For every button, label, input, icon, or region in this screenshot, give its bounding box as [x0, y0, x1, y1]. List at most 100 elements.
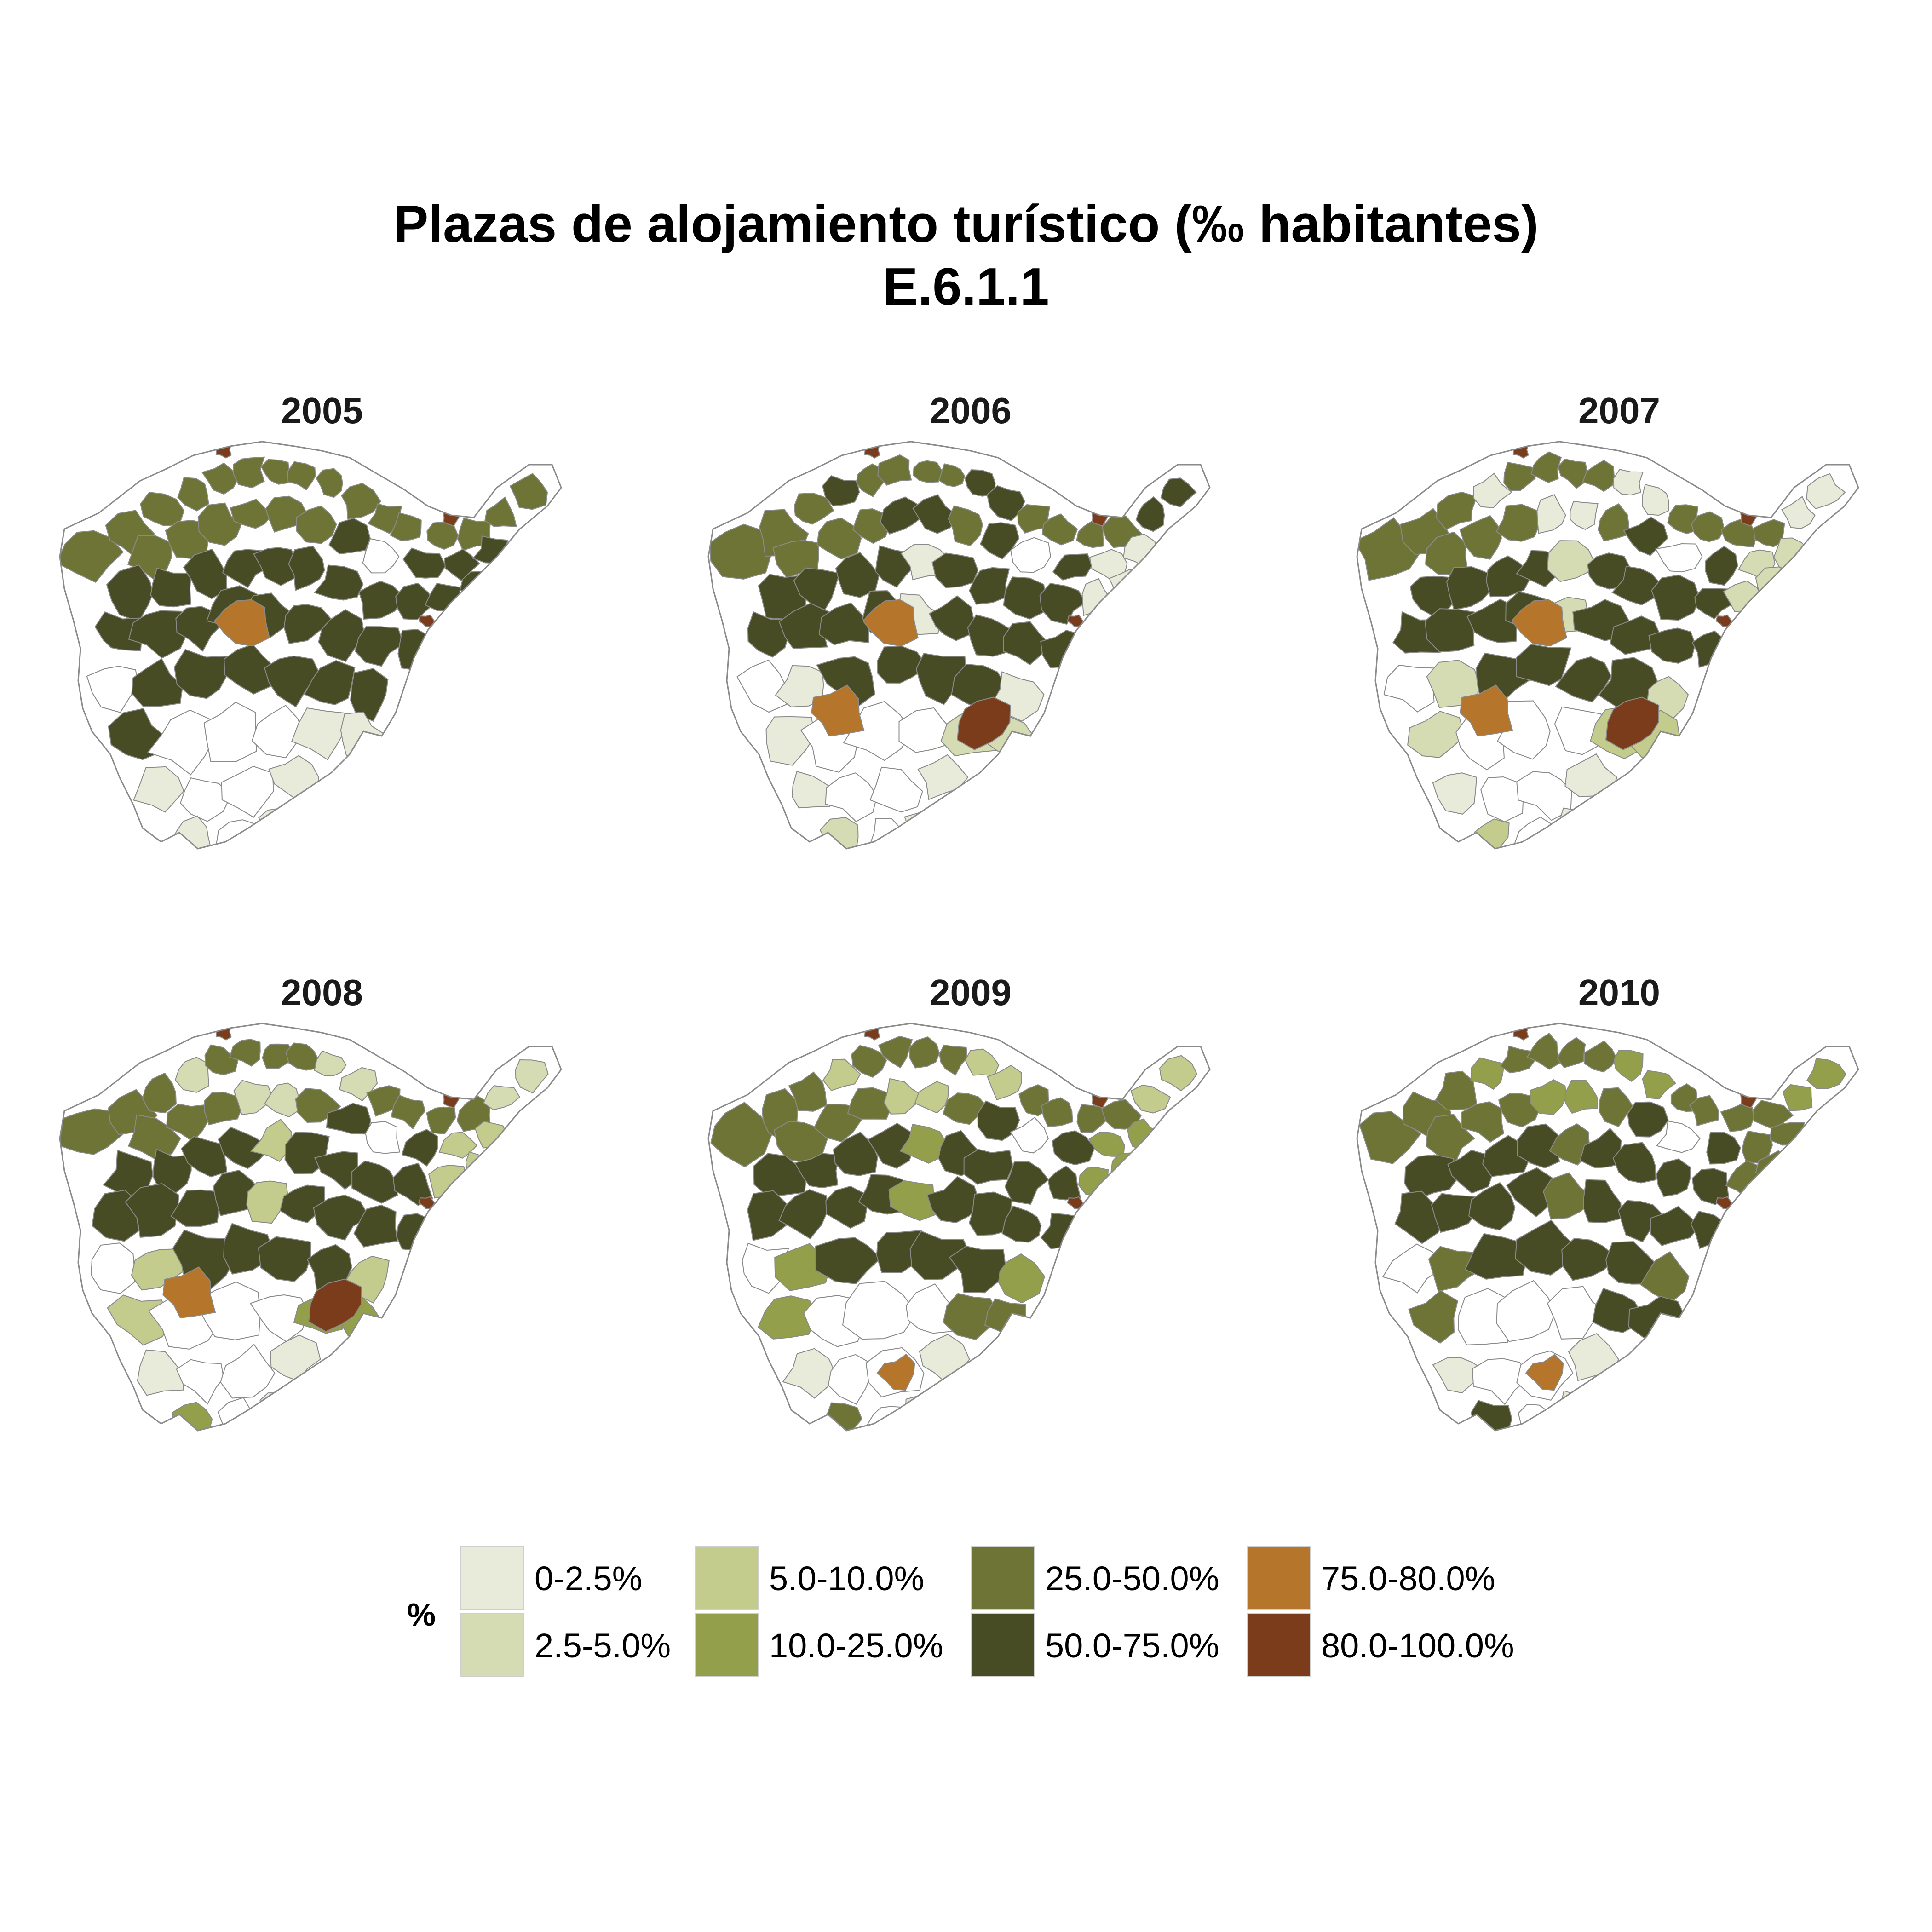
municipality-region — [747, 1190, 799, 1241]
municipality-region — [402, 547, 447, 579]
municipality-region — [1602, 806, 1616, 822]
municipality-region — [229, 1039, 261, 1067]
legend: % 0-2.5% 2.5-5.0% 5.0-10.0% 10.0-25.0% 25.0-… — [400, 1546, 1596, 1693]
municipality-region — [880, 496, 925, 535]
municipality-region — [1511, 599, 1567, 647]
municipality-region — [747, 611, 790, 658]
municipality-region — [305, 1388, 319, 1404]
municipality-region — [825, 772, 878, 822]
municipality-region — [131, 658, 184, 707]
legend-swatch — [971, 1546, 1035, 1610]
municipality-region — [1651, 574, 1700, 621]
municipality-region — [125, 1183, 179, 1238]
municipality-region — [262, 1043, 295, 1069]
municipality-region — [1612, 1142, 1656, 1184]
municipality-region — [291, 707, 347, 760]
municipality-region — [1383, 664, 1436, 713]
municipality-region — [280, 1184, 325, 1224]
municipality-region — [1160, 477, 1197, 508]
municipality-region — [847, 1087, 892, 1120]
municipality-region — [939, 1044, 968, 1076]
municipality-region — [954, 1388, 968, 1404]
municipality-region — [316, 468, 343, 498]
municipality-region — [1656, 1121, 1701, 1153]
municipality-region — [1598, 1087, 1633, 1127]
panel-year-label: 2008 — [281, 972, 363, 1013]
choropleth-map — [1356, 441, 1859, 850]
municipality-region — [932, 552, 979, 588]
choropleth-map — [1356, 1023, 1859, 1432]
municipality-region — [180, 777, 232, 822]
choropleth-map — [707, 441, 1211, 850]
municipality-region — [174, 649, 230, 699]
panel-year-label: 2010 — [1578, 972, 1660, 1013]
municipality-region — [1458, 1288, 1512, 1346]
municipality-region — [314, 564, 364, 601]
municipality-region — [778, 1189, 828, 1240]
municipality-region — [811, 684, 865, 737]
municipality-region — [1431, 1193, 1478, 1233]
municipality-region — [1536, 494, 1566, 534]
municipality-region — [86, 666, 139, 713]
choropleth-map — [59, 1023, 562, 1432]
municipality-region — [1407, 711, 1466, 758]
municipality-region — [203, 702, 257, 762]
municipality-region — [483, 1085, 521, 1110]
municipality-region — [742, 1242, 789, 1294]
municipality-region — [1610, 615, 1661, 655]
municipality-region — [1705, 546, 1738, 586]
municipality-region — [929, 595, 975, 641]
municipality-region — [1464, 1233, 1527, 1280]
municipality-region — [166, 1104, 210, 1142]
municipality-region — [1518, 1403, 1558, 1431]
municipality-region — [150, 567, 192, 608]
municipality-region — [833, 1131, 878, 1176]
municipality-region — [867, 1122, 914, 1169]
municipality-region — [1159, 1055, 1198, 1092]
municipality-region — [822, 475, 860, 506]
municipality-region — [233, 456, 265, 489]
municipality-region — [1404, 1154, 1460, 1201]
municipality-region — [365, 1121, 401, 1154]
municipality-region — [1447, 1150, 1494, 1194]
municipality-region — [258, 1236, 312, 1282]
municipality-region — [1650, 1206, 1701, 1246]
municipality-region — [358, 581, 405, 620]
panel-year-label: 2005 — [281, 390, 363, 431]
legend-swatch — [695, 1613, 759, 1677]
map-panel-2008: 2008 — [46, 971, 598, 1477]
municipality-region — [305, 806, 319, 822]
choropleth-map — [707, 1023, 1211, 1432]
municipality-region — [1543, 1172, 1594, 1220]
municipality-region — [888, 1180, 937, 1221]
municipality-region — [898, 707, 954, 753]
municipality-region — [1485, 555, 1533, 598]
legend-swatch — [695, 1546, 759, 1610]
municipality-region — [1526, 1032, 1562, 1070]
municipality-region — [948, 505, 983, 546]
municipality-region — [943, 1092, 988, 1125]
municipality-region — [285, 1042, 318, 1071]
municipality-region — [1627, 1101, 1669, 1138]
map-panel-2006: 2006 — [695, 389, 1247, 895]
municipality-region — [1642, 1070, 1676, 1100]
legend-swatch — [1247, 1546, 1311, 1610]
municipality-region — [736, 659, 788, 713]
municipality-region — [1554, 706, 1604, 755]
municipality-region — [816, 656, 875, 708]
legend-label: 5.0-10.0% — [769, 1559, 925, 1598]
municipality-region — [869, 766, 923, 813]
legend-label: 80.0-100.0% — [1321, 1627, 1514, 1665]
municipality-region — [197, 502, 242, 546]
municipality-region — [1446, 566, 1493, 610]
municipality-region — [264, 655, 322, 708]
municipality-region — [341, 483, 381, 519]
municipality-region — [328, 518, 371, 555]
municipality-region — [1613, 469, 1644, 496]
panel-year-label: 2009 — [930, 972, 1012, 1013]
municipality-region — [1135, 496, 1165, 532]
municipality-region — [1547, 540, 1595, 582]
municipality-region — [176, 1359, 224, 1405]
municipality-region — [1460, 684, 1513, 737]
municipality-region — [793, 567, 840, 613]
